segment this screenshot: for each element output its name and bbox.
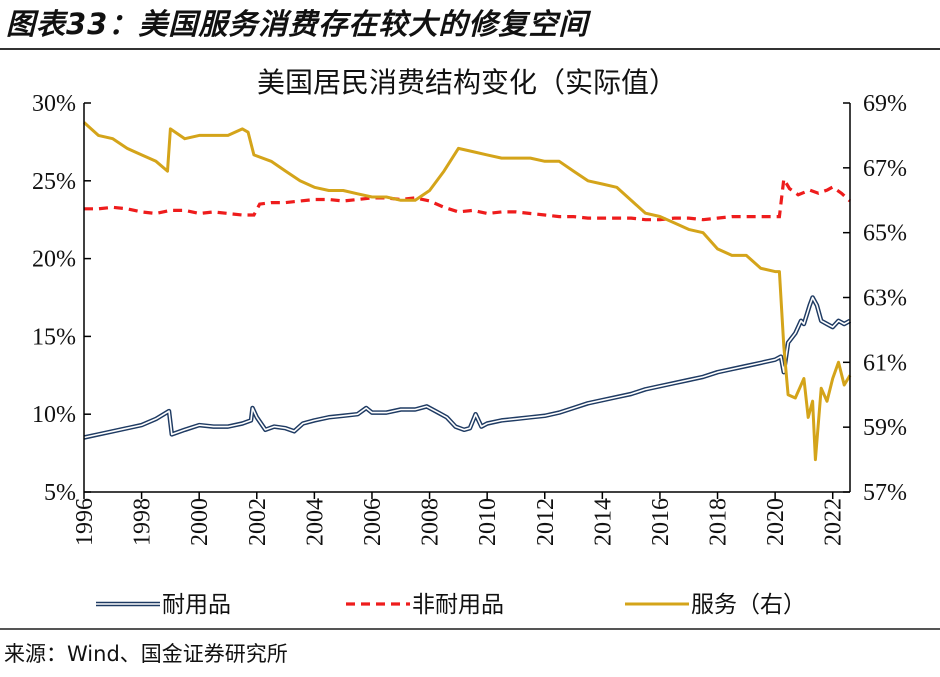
x-tick-label-2018: 2018 [706, 498, 732, 546]
x-tick-label-2000: 2000 [187, 498, 213, 546]
x-tick-label-1996: 1996 [72, 498, 98, 546]
left-y-tick-label-25: 25% [32, 169, 76, 195]
legend-durable-goods-label: 耐用品 [162, 592, 231, 618]
legend-services-label: 服务（右） [691, 592, 806, 618]
right-y-tick-label-61: 61% [863, 350, 907, 376]
x-tick-label-2008: 2008 [418, 498, 444, 546]
chart-title: 美国居民消费结构变化（实际值） [257, 66, 677, 99]
left-y-tick-label-30: 30% [32, 91, 76, 117]
left-y-tick-label-10: 10% [32, 402, 76, 428]
consumption-structure-chart: 美国居民消费结构变化（实际值） 5% 10% 15% 20% 25% 30% 57% 59% 6… [32, 66, 907, 618]
x-tick-label-2006: 2006 [360, 498, 386, 546]
x-tick-label-2016: 2016 [648, 498, 674, 546]
services-line [82, 121, 852, 462]
durable-goods-line-outer [83, 295, 852, 440]
right-y-tick-label-57: 57% [863, 480, 907, 506]
x-tick-label-2014: 2014 [590, 498, 616, 546]
x-tick-label-2022: 2022 [821, 498, 847, 546]
series-layer [82, 121, 852, 462]
right-y-tick-label-65: 65% [863, 221, 907, 247]
legend-nondurable-goods-label: 非耐用品 [412, 592, 504, 618]
x-tick-label-2012: 2012 [533, 498, 559, 546]
figure-title: 图表33：美国服务消费存在较大的修复空间 [6, 7, 589, 41]
source-divider [0, 628, 940, 630]
left-y-tick-label-15: 15% [32, 324, 76, 350]
x-tick-label-2004: 2004 [302, 498, 328, 546]
title-divider [0, 48, 940, 50]
right-y-tick-label-59: 59% [863, 415, 907, 441]
right-y-tick-label-63: 63% [863, 286, 907, 312]
nondurable-goods-line [84, 174, 852, 222]
axes-layer: 5% 10% 15% 20% 25% 30% 57% 59% 61% 63% 65% 67% 69% 19… [32, 91, 907, 546]
source-note: 来源：Wind、国金证券研究所 [4, 642, 288, 666]
durable-goods-line-inner [83, 296, 851, 439]
left-y-tick-label-5: 5% [44, 480, 76, 506]
right-y-tick-label-67: 67% [863, 156, 907, 182]
x-tick-label-1998: 1998 [130, 498, 156, 546]
legend: 耐用品 非耐用品 服务（右） [96, 592, 806, 618]
left-y-tick-label-20: 20% [32, 247, 76, 273]
x-tick-label-2002: 2002 [245, 498, 271, 546]
right-y-tick-label-69: 69% [863, 91, 907, 117]
x-tick-label-2010: 2010 [475, 498, 501, 546]
x-tick-label-2020: 2020 [763, 498, 789, 546]
